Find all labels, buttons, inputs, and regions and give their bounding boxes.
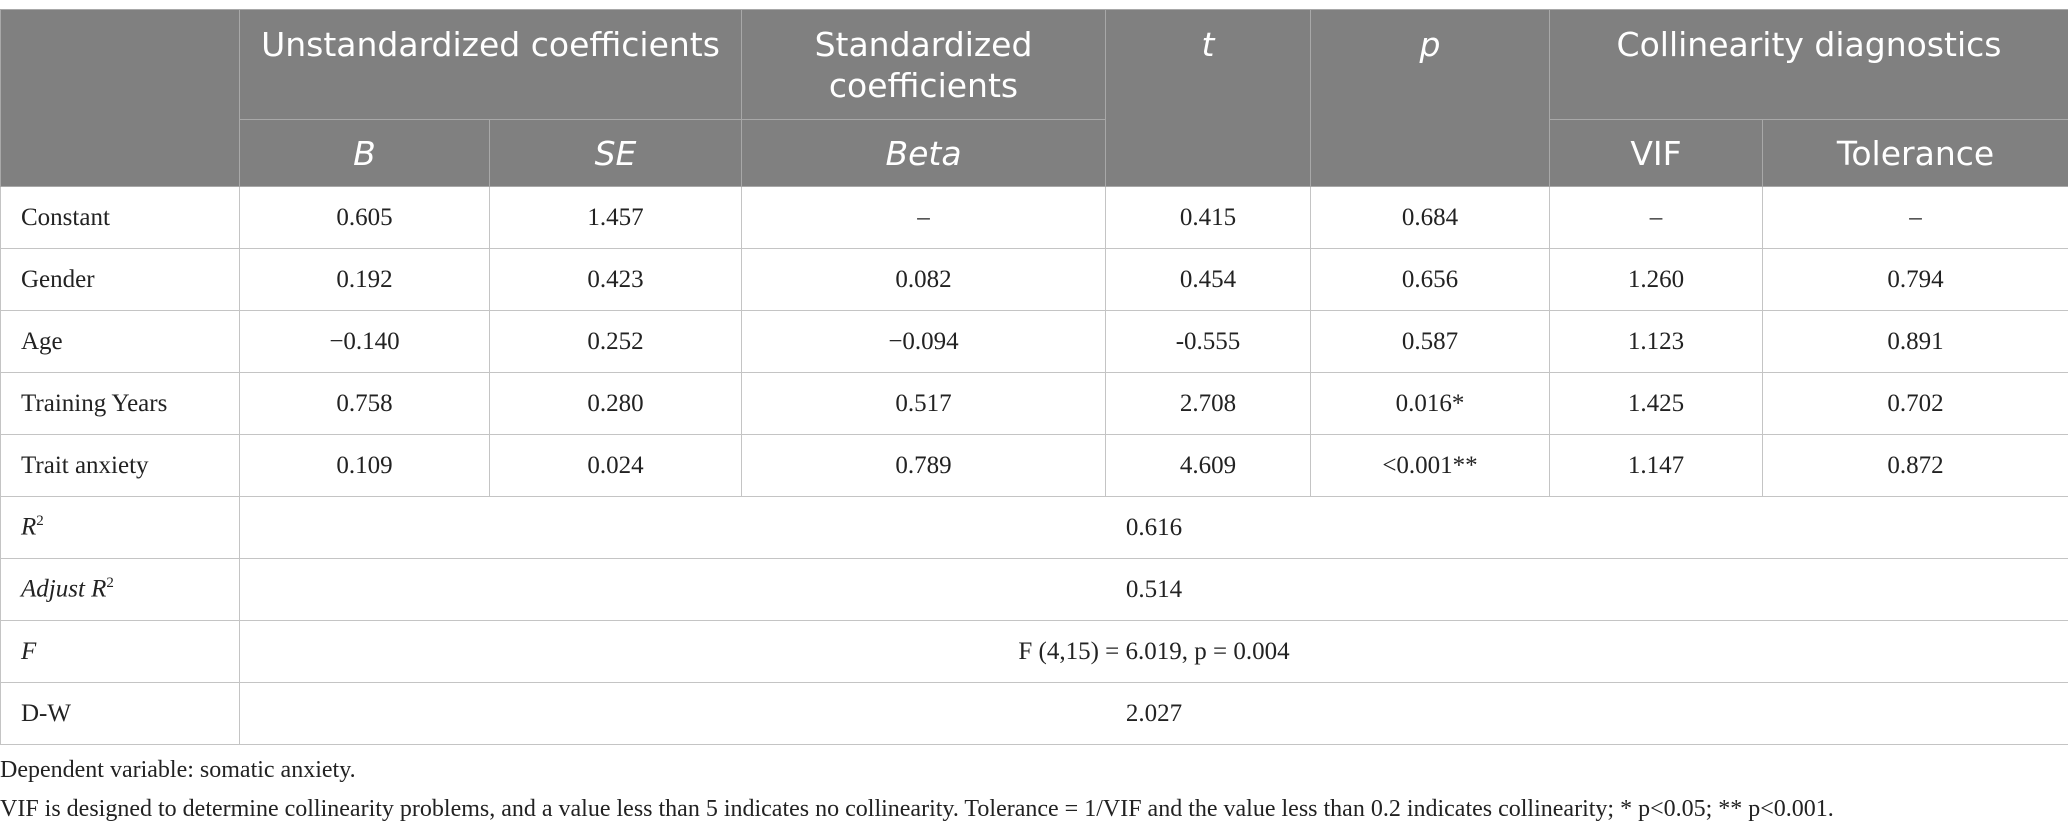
cell: – [741, 186, 1106, 249]
row-label: Age [0, 310, 240, 373]
header-cell: Collinearity diagnostics [1549, 9, 2068, 120]
summary-row: R2 0.616 [0, 496, 2068, 559]
header-cell: Standardized coefficients [741, 9, 1106, 120]
cell: 1.457 [489, 186, 742, 249]
header-cell: SE [489, 119, 742, 187]
table-row: Constant 0.605 1.457–0.415 0.684– – [0, 186, 2068, 249]
header-cell: Tolerance [1762, 119, 2068, 187]
cell: 0.794 [1762, 248, 2068, 311]
row-label: F [0, 620, 240, 683]
summary-value: 0.514 [239, 558, 2068, 621]
cell: 0.252 [489, 310, 742, 373]
cell: −0.140 [239, 310, 490, 373]
cell: 0.192 [239, 248, 490, 311]
header-blank [0, 9, 240, 187]
header-cell: Unstandardized coefficients [239, 9, 742, 120]
cell: -0.555 [1105, 310, 1311, 373]
label-text: Adjust R [21, 575, 107, 603]
cell: 0.280 [489, 372, 742, 435]
cell: 0.415 [1105, 186, 1311, 249]
row-label: D-W [0, 682, 240, 745]
table-row: Training Years 0.758 0.280 0.517 2.708 0.016*… [0, 372, 2068, 435]
cell: 0.109 [239, 434, 490, 497]
cell: 0.082 [741, 248, 1106, 311]
header-cell: VIF [1549, 119, 1763, 187]
row-label: Trait anxiety [0, 434, 240, 497]
superscript: 2 [36, 513, 44, 530]
cell: 0.587 [1310, 310, 1550, 373]
cell: 0.758 [239, 372, 490, 435]
cell: <0.001** [1310, 434, 1550, 497]
summary-row: Adjust R2 0.514 [0, 558, 2068, 621]
cell: – [1549, 186, 1763, 249]
summary-row: D-W 2.027 [0, 682, 2068, 745]
table-row: Gender 0.192 0.423 0.082 0.454 0.656 1.260 0.79… [0, 248, 2068, 311]
cell: −0.094 [741, 310, 1106, 373]
cell: 1.260 [1549, 248, 1763, 311]
label-text: D-W [21, 699, 71, 727]
label-text: F [21, 637, 37, 665]
row-label: R2 [0, 496, 240, 559]
cell: 0.656 [1310, 248, 1550, 311]
table-row: Age −0.140 0.252 −0.094 -0.555 0.587 1.123 0.89… [0, 310, 2068, 373]
header-cell: p [1310, 9, 1550, 187]
row-label: Gender [0, 248, 240, 311]
cell: 0.789 [741, 434, 1106, 497]
cell: 0.517 [741, 372, 1106, 435]
label-text: R [21, 513, 37, 541]
header-cell: B [239, 119, 490, 187]
cell: 0.684 [1310, 186, 1550, 249]
footnote: Dependent variable: somatic anxiety. [0, 757, 356, 783]
cell: 0.702 [1762, 372, 2068, 435]
row-label: Training Years [0, 372, 240, 435]
cell: 1.425 [1549, 372, 1763, 435]
header-cell: t [1105, 9, 1311, 187]
cell: 0.024 [489, 434, 742, 497]
cell: 2.708 [1105, 372, 1311, 435]
regression-table: Unstandardized coefficients Standardized… [0, 9, 2068, 745]
summary-value: F (4,15) = 6.019, p = 0.004 [239, 620, 2068, 683]
summary-row: F F (4,15) = 6.019, p = 0.004 [0, 620, 2068, 683]
table-row: Trait anxiety 0.109 0.024 0.789 4.609 <0.001*… [0, 434, 2068, 497]
row-label: Constant [0, 186, 240, 249]
cell: 0.016* [1310, 372, 1550, 435]
cell: 0.454 [1105, 248, 1311, 311]
summary-value: 0.616 [239, 496, 2068, 559]
cell: – [1762, 186, 2068, 249]
cell: 1.147 [1549, 434, 1763, 497]
header-cell: Beta [741, 119, 1106, 187]
cell: 4.609 [1105, 434, 1311, 497]
cell: 0.872 [1762, 434, 2068, 497]
footnote: VIF is designed to determine collinearit… [0, 796, 1834, 822]
row-label: Adjust R2 [0, 558, 240, 621]
summary-value: 2.027 [239, 682, 2068, 745]
superscript: 2 [106, 575, 114, 592]
cell: 0.891 [1762, 310, 2068, 373]
cell: 0.605 [239, 186, 490, 249]
cell: 1.123 [1549, 310, 1763, 373]
cell: 0.423 [489, 248, 742, 311]
